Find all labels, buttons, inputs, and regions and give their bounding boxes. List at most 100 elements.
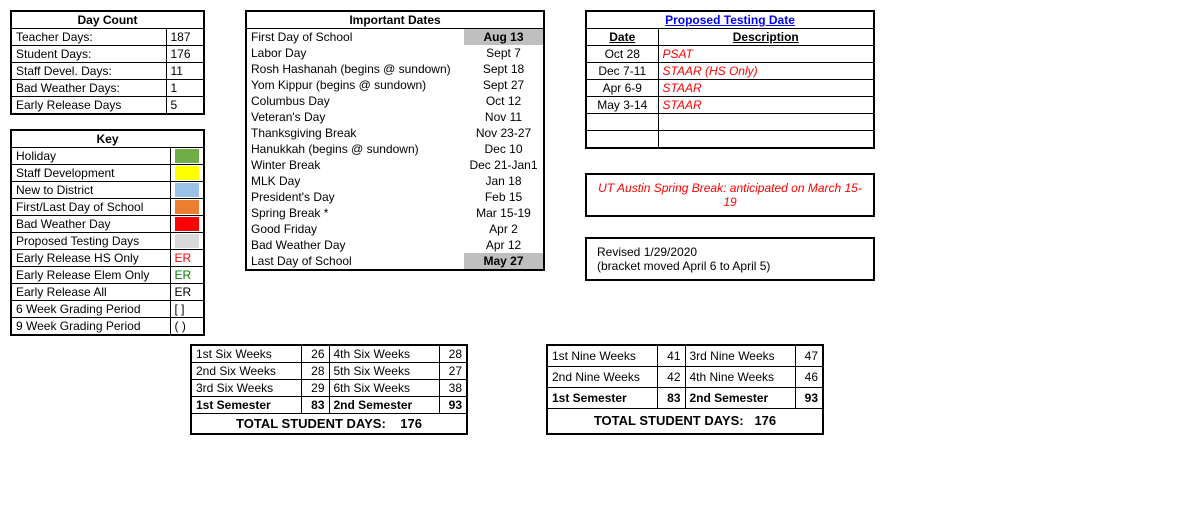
period-label: 5th Six Weeks [329, 363, 439, 380]
date-value: Nov 11 [464, 109, 544, 125]
date-value: Nov 23-27 [464, 125, 544, 141]
date-label: Columbus Day [246, 93, 464, 109]
bottom-row: 1st Six Weeks264th Six Weeks28 2nd Six We… [190, 344, 1185, 435]
period-value: 26 [301, 345, 329, 363]
period-label: 1st Six Weeks [191, 345, 301, 363]
period-label: 4th Six Weeks [329, 345, 439, 363]
date-label: Hanukkah (begins @ sundown) [246, 141, 464, 157]
nine-sem1-label: 1st Semester [547, 388, 657, 409]
testing-desc [658, 131, 874, 149]
six-total-label: TOTAL STUDENT DAYS: [236, 416, 386, 431]
day-count-value: 1 [166, 80, 204, 97]
date-label: MLK Day [246, 173, 464, 189]
date-value: Sept 18 [464, 61, 544, 77]
day-count-value: 187 [166, 29, 204, 46]
testing-date [586, 114, 658, 131]
period-label: 2nd Nine Weeks [547, 367, 657, 388]
date-label: Spring Break * [246, 205, 464, 221]
day-count-label: Bad Weather Days: [11, 80, 166, 97]
day-count-label: Staff Devel. Days: [11, 63, 166, 80]
date-value: Jan 18 [464, 173, 544, 189]
date-label: Last Day of School [246, 253, 464, 270]
date-label: President's Day [246, 189, 464, 205]
date-value: May 27 [464, 253, 544, 270]
period-label: 6th Six Weeks [329, 380, 439, 397]
nine-total-label: TOTAL STUDENT DAYS: [594, 413, 744, 428]
date-value: Sept 27 [464, 77, 544, 93]
key-table: Key HolidayStaff DevelopmentNew to Distr… [10, 129, 205, 336]
date-value: Feb 15 [464, 189, 544, 205]
period-value: 47 [795, 345, 823, 367]
key-swatch [170, 182, 204, 199]
key-label: Staff Development [11, 165, 170, 182]
date-label: Winter Break [246, 157, 464, 173]
day-count-title: Day Count [11, 11, 204, 29]
period-value: 42 [657, 367, 685, 388]
key-label: Early Release All [11, 284, 170, 301]
date-label: Good Friday [246, 221, 464, 237]
six-weeks-total: TOTAL STUDENT DAYS: 176 [191, 414, 467, 434]
date-value: Apr 12 [464, 237, 544, 253]
date-value: Dec 10 [464, 141, 544, 157]
period-value: 38 [439, 380, 467, 397]
day-count-label: Early Release Days [11, 97, 166, 115]
date-value: Sept 7 [464, 45, 544, 61]
date-value: Dec 21-Jan1 [464, 157, 544, 173]
date-label: Bad Weather Day [246, 237, 464, 253]
testing-desc: STAAR [658, 80, 874, 97]
testing-desc [658, 114, 874, 131]
period-value: 28 [439, 345, 467, 363]
revision-line2: (bracket moved April 6 to April 5) [597, 259, 770, 273]
date-value: Oct 12 [464, 93, 544, 109]
date-value: Aug 13 [464, 29, 544, 46]
testing-title: Proposed Testing Date [586, 11, 874, 29]
sem1-label: 1st Semester [191, 397, 301, 414]
nine-sem2-label: 2nd Semester [685, 388, 795, 409]
key-swatch [170, 216, 204, 233]
day-count-value: 176 [166, 46, 204, 63]
date-label: Rosh Hashanah (begins @ sundown) [246, 61, 464, 77]
date-value: Apr 2 [464, 221, 544, 237]
left-column: Day Count Teacher Days:187Student Days:1… [10, 10, 205, 336]
testing-date [586, 131, 658, 149]
key-label: Early Release HS Only [11, 250, 170, 267]
revision-line1: Revised 1/29/2020 [597, 245, 697, 259]
testing-date: Oct 28 [586, 46, 658, 63]
testing-desc: STAAR [658, 97, 874, 114]
date-label: Yom Kippur (begins @ sundown) [246, 77, 464, 93]
key-label: 9 Week Grading Period [11, 318, 170, 336]
period-value: 29 [301, 380, 329, 397]
key-label: 6 Week Grading Period [11, 301, 170, 318]
period-value: 41 [657, 345, 685, 367]
nine-total-val: 176 [754, 413, 776, 428]
key-label: Holiday [11, 148, 170, 165]
six-total-val: 176 [400, 416, 422, 431]
key-swatch [170, 233, 204, 250]
testing-date: Dec 7-11 [586, 63, 658, 80]
nine-weeks-total: TOTAL STUDENT DAYS: 176 [547, 409, 823, 434]
key-symbol: ER [170, 250, 204, 267]
right-column: Proposed Testing Date Date Description O… [585, 10, 875, 281]
testing-table: Proposed Testing Date Date Description O… [585, 10, 875, 149]
date-label: Thanksgiving Break [246, 125, 464, 141]
important-dates-table: Important Dates First Day of SchoolAug 1… [245, 10, 545, 271]
date-value: Mar 15-19 [464, 205, 544, 221]
key-title: Key [11, 130, 204, 148]
sem2-label: 2nd Semester [329, 397, 439, 414]
date-label: Veteran's Day [246, 109, 464, 125]
key-label: First/Last Day of School [11, 199, 170, 216]
date-label: Labor Day [246, 45, 464, 61]
important-dates-title: Important Dates [246, 11, 544, 29]
sem1-val: 83 [301, 397, 329, 414]
day-count-label: Teacher Days: [11, 29, 166, 46]
key-label: Proposed Testing Days [11, 233, 170, 250]
key-symbol: ER [170, 267, 204, 284]
day-count-value: 11 [166, 63, 204, 80]
six-weeks-table: 1st Six Weeks264th Six Weeks28 2nd Six We… [190, 344, 468, 435]
key-symbol: ( ) [170, 318, 204, 336]
period-label: 3rd Nine Weeks [685, 345, 795, 367]
testing-date: Apr 6-9 [586, 80, 658, 97]
period-label: 2nd Six Weeks [191, 363, 301, 380]
key-symbol: [ ] [170, 301, 204, 318]
period-value: 27 [439, 363, 467, 380]
